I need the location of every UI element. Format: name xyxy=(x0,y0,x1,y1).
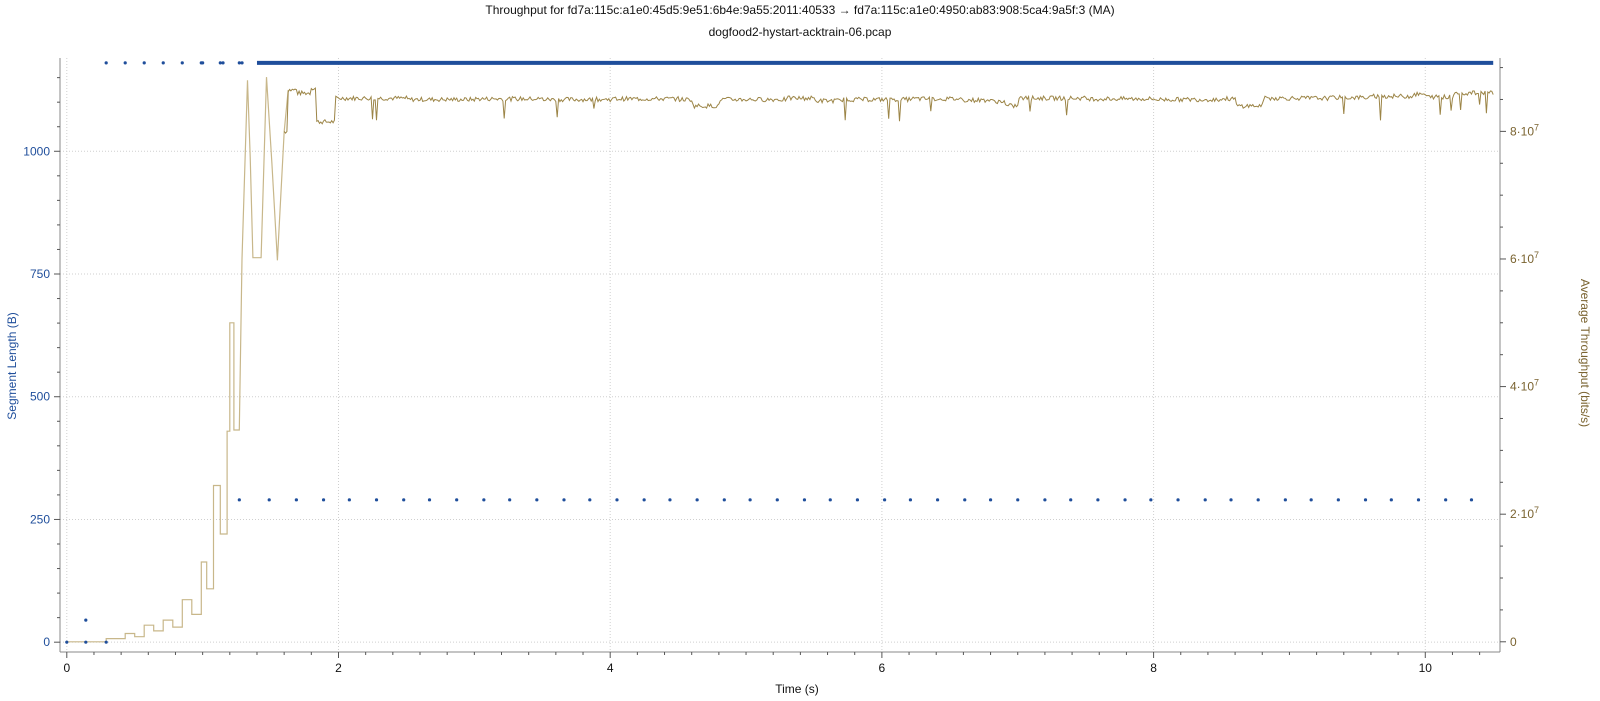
segment-length-point xyxy=(588,498,592,502)
segment-length-point xyxy=(218,61,222,65)
y-left-tick-label: 500 xyxy=(30,390,50,404)
y-left-tick-label: 250 xyxy=(30,512,50,526)
y-left-tick-label: 1000 xyxy=(23,144,50,158)
segment-length-point xyxy=(1469,498,1474,502)
segment-length-point xyxy=(1229,498,1233,502)
segment-length-point xyxy=(374,498,379,502)
segment-length-point xyxy=(508,498,512,502)
segment-length-point xyxy=(908,498,913,502)
segment-length-point xyxy=(180,61,184,65)
chart-subtitle: dogfood2-hystart-acktrain-06.pcap xyxy=(708,25,892,39)
segment-length-point xyxy=(482,498,486,502)
segment-length-point xyxy=(142,61,146,65)
segment-length-point xyxy=(1363,498,1368,502)
segment-length-point xyxy=(84,618,88,622)
segment-length-point xyxy=(1043,498,1047,502)
segment-length-point xyxy=(201,61,205,65)
throughput-series xyxy=(66,77,1494,643)
segment-length-point xyxy=(65,640,69,644)
segment-length-point xyxy=(562,498,566,502)
segment-length-point xyxy=(535,498,539,502)
y-left-tick-label: 0 xyxy=(43,635,50,649)
segment-length-point xyxy=(668,498,672,502)
segment-length-point xyxy=(237,498,241,502)
segment-length-point xyxy=(1149,498,1153,502)
segment-length-point xyxy=(695,498,699,502)
segment-length-point xyxy=(104,61,108,65)
segment-length-point xyxy=(775,498,779,502)
segment-length-point xyxy=(1283,498,1287,502)
segment-length-point xyxy=(748,498,752,502)
segment-length-point xyxy=(427,498,432,502)
segment-length-point xyxy=(722,498,726,502)
segment-length-point xyxy=(1096,498,1100,502)
x-tick-label: 4 xyxy=(607,661,614,675)
segment-length-point xyxy=(1256,498,1260,502)
segment-length-point xyxy=(1016,498,1020,502)
y-right-tick-label: 6·107 xyxy=(1510,250,1539,266)
segment-length-point xyxy=(1444,498,1448,502)
segment-length-point xyxy=(1309,498,1313,502)
segment-length-point xyxy=(240,61,244,65)
segment-length-point xyxy=(1203,498,1207,502)
x-tick-label: 6 xyxy=(879,661,886,675)
chart-title: Throughput for fd7a:115c:a1e0:45d5:9e51:… xyxy=(485,3,1115,17)
segment-length-point xyxy=(84,640,88,644)
segment-length-series xyxy=(65,60,1494,644)
y-right-tick-label: 4·107 xyxy=(1510,378,1539,394)
segment-length-point xyxy=(267,498,271,502)
segment-length-point xyxy=(1416,498,1421,502)
throughput-line-steady xyxy=(283,87,1494,134)
segment-length-point xyxy=(347,498,351,502)
segment-length-point xyxy=(615,498,619,502)
segment-length-point xyxy=(935,498,940,502)
segment-length-point xyxy=(321,498,326,502)
segment-length-point xyxy=(237,61,241,65)
segment-length-point xyxy=(402,498,406,502)
segment-length-point xyxy=(1176,498,1180,502)
y-axis-left-label: Segment Length (B) xyxy=(5,312,19,419)
x-tick-label: 0 xyxy=(63,661,70,675)
x-tick-label: 8 xyxy=(1150,661,1157,675)
segment-length-point xyxy=(828,498,832,502)
y-left-tick-label: 750 xyxy=(30,267,50,281)
x-axis-label: Time (s) xyxy=(775,682,819,696)
segment-length-point xyxy=(642,498,646,502)
segment-length-point xyxy=(455,498,459,502)
y-right-tick-label: 8·107 xyxy=(1510,122,1539,138)
segment-length-point xyxy=(1389,498,1393,502)
segment-length-point xyxy=(221,61,225,65)
segment-length-point xyxy=(988,498,993,502)
segment-length-point xyxy=(802,498,807,502)
y-right-tick-label: 2·107 xyxy=(1510,505,1539,521)
segment-length-point xyxy=(1123,498,1127,502)
segment-length-point xyxy=(1069,498,1073,502)
throughput-line-rampup xyxy=(66,77,289,643)
segment-length-point xyxy=(855,498,860,502)
segment-length-point xyxy=(963,498,967,502)
x-tick-label: 2 xyxy=(335,661,342,675)
segment-length-point xyxy=(294,498,298,502)
y-right-tick-label: 0 xyxy=(1510,635,1517,649)
segment-length-point xyxy=(104,640,108,644)
segment-length-point xyxy=(123,61,127,65)
segment-length-point xyxy=(1336,498,1340,502)
grid-lines xyxy=(60,58,1500,652)
axes: 0 2 4 6 8 10 0 250 500 750 1000 0 2·107 4·107 6·107 8·1… xyxy=(23,58,1539,675)
segment-length-point xyxy=(161,61,165,65)
x-tick-label: 10 xyxy=(1419,661,1433,675)
y-axis-right-label: Average Throughput (bits/s) xyxy=(1578,279,1592,427)
segment-length-point xyxy=(883,498,887,502)
